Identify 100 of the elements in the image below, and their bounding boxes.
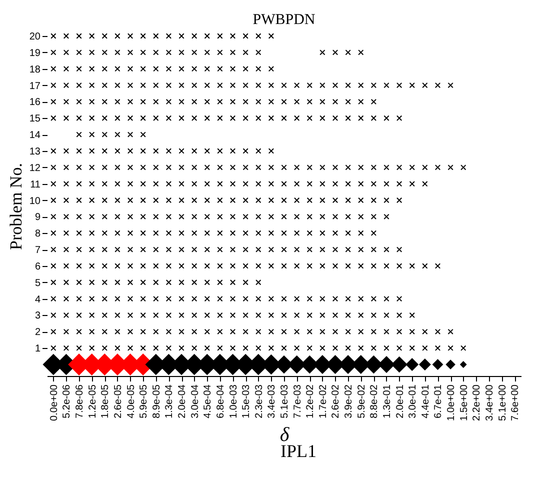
point (204, 33, 210, 39)
x-tick-label: 2.3e-03 (254, 384, 265, 418)
y-tick-label: 7 (34, 245, 41, 256)
point (268, 148, 274, 154)
point (102, 230, 108, 236)
point (76, 312, 82, 318)
point (345, 115, 351, 121)
point (384, 180, 390, 187)
point (422, 180, 428, 187)
point (320, 263, 326, 269)
point (268, 263, 274, 269)
point (127, 132, 134, 138)
y-tick-label: 16 (29, 97, 41, 108)
x-tick-label: 2.2e+00 (472, 384, 483, 421)
point (191, 230, 198, 236)
point (166, 164, 172, 170)
point (63, 280, 70, 286)
point (127, 164, 134, 170)
point (140, 115, 146, 121)
point (76, 328, 82, 334)
point (230, 180, 236, 187)
point (370, 263, 377, 269)
point (166, 98, 172, 105)
point (242, 164, 248, 170)
point (384, 214, 390, 220)
point (140, 82, 146, 88)
point (191, 82, 198, 88)
point (178, 246, 184, 252)
point (50, 82, 56, 88)
y-tick-label: 3 (34, 310, 41, 322)
point (102, 132, 108, 138)
point (230, 246, 236, 252)
point (256, 345, 262, 351)
point (178, 115, 184, 121)
point (242, 312, 248, 318)
point (281, 82, 287, 88)
point (281, 197, 287, 204)
point (88, 345, 95, 351)
point (345, 263, 351, 269)
point (88, 115, 95, 121)
point (217, 296, 223, 302)
point (114, 230, 120, 236)
point (242, 345, 248, 351)
point (281, 115, 287, 121)
point (256, 328, 262, 334)
point (396, 263, 402, 269)
point (102, 66, 108, 72)
point (153, 328, 159, 334)
point (102, 82, 108, 88)
point (50, 312, 56, 318)
point (88, 230, 95, 236)
point (204, 115, 210, 121)
point (140, 98, 146, 105)
point (166, 312, 172, 318)
point (434, 164, 441, 170)
point (217, 33, 223, 39)
point (448, 328, 454, 334)
point (127, 263, 134, 269)
x-tick-label: 4.4e-01 (420, 384, 432, 418)
point (88, 214, 95, 220)
point (191, 345, 198, 351)
y-tick-label: 2 (34, 327, 41, 338)
point (242, 246, 248, 252)
point (268, 98, 274, 105)
point (358, 115, 364, 121)
point (204, 280, 210, 286)
point (268, 345, 274, 351)
point (204, 345, 210, 351)
point (434, 263, 441, 269)
point (242, 328, 248, 334)
point (153, 33, 159, 39)
x-tick-label: 5.9e-05 (138, 384, 150, 418)
point (281, 214, 287, 220)
point (384, 263, 390, 269)
point (217, 312, 223, 318)
point (268, 296, 274, 302)
point (217, 66, 223, 72)
point (140, 132, 146, 138)
y-tick-label: 20 (29, 32, 41, 42)
point (204, 164, 210, 170)
point (370, 312, 377, 318)
point (281, 98, 287, 105)
point (268, 328, 274, 334)
point (306, 164, 312, 170)
x-tick-label: 3.0e-01 (408, 384, 419, 418)
point (63, 296, 70, 302)
point (50, 148, 56, 154)
point (63, 197, 70, 204)
point (140, 66, 146, 72)
point (384, 312, 390, 318)
point (50, 296, 56, 302)
point (191, 312, 198, 318)
point (127, 214, 134, 220)
point (242, 280, 248, 286)
y-tick-label: 12 (29, 162, 41, 174)
point (409, 164, 415, 170)
point (217, 345, 223, 351)
point (166, 197, 172, 204)
point (166, 50, 172, 56)
point (140, 230, 146, 236)
